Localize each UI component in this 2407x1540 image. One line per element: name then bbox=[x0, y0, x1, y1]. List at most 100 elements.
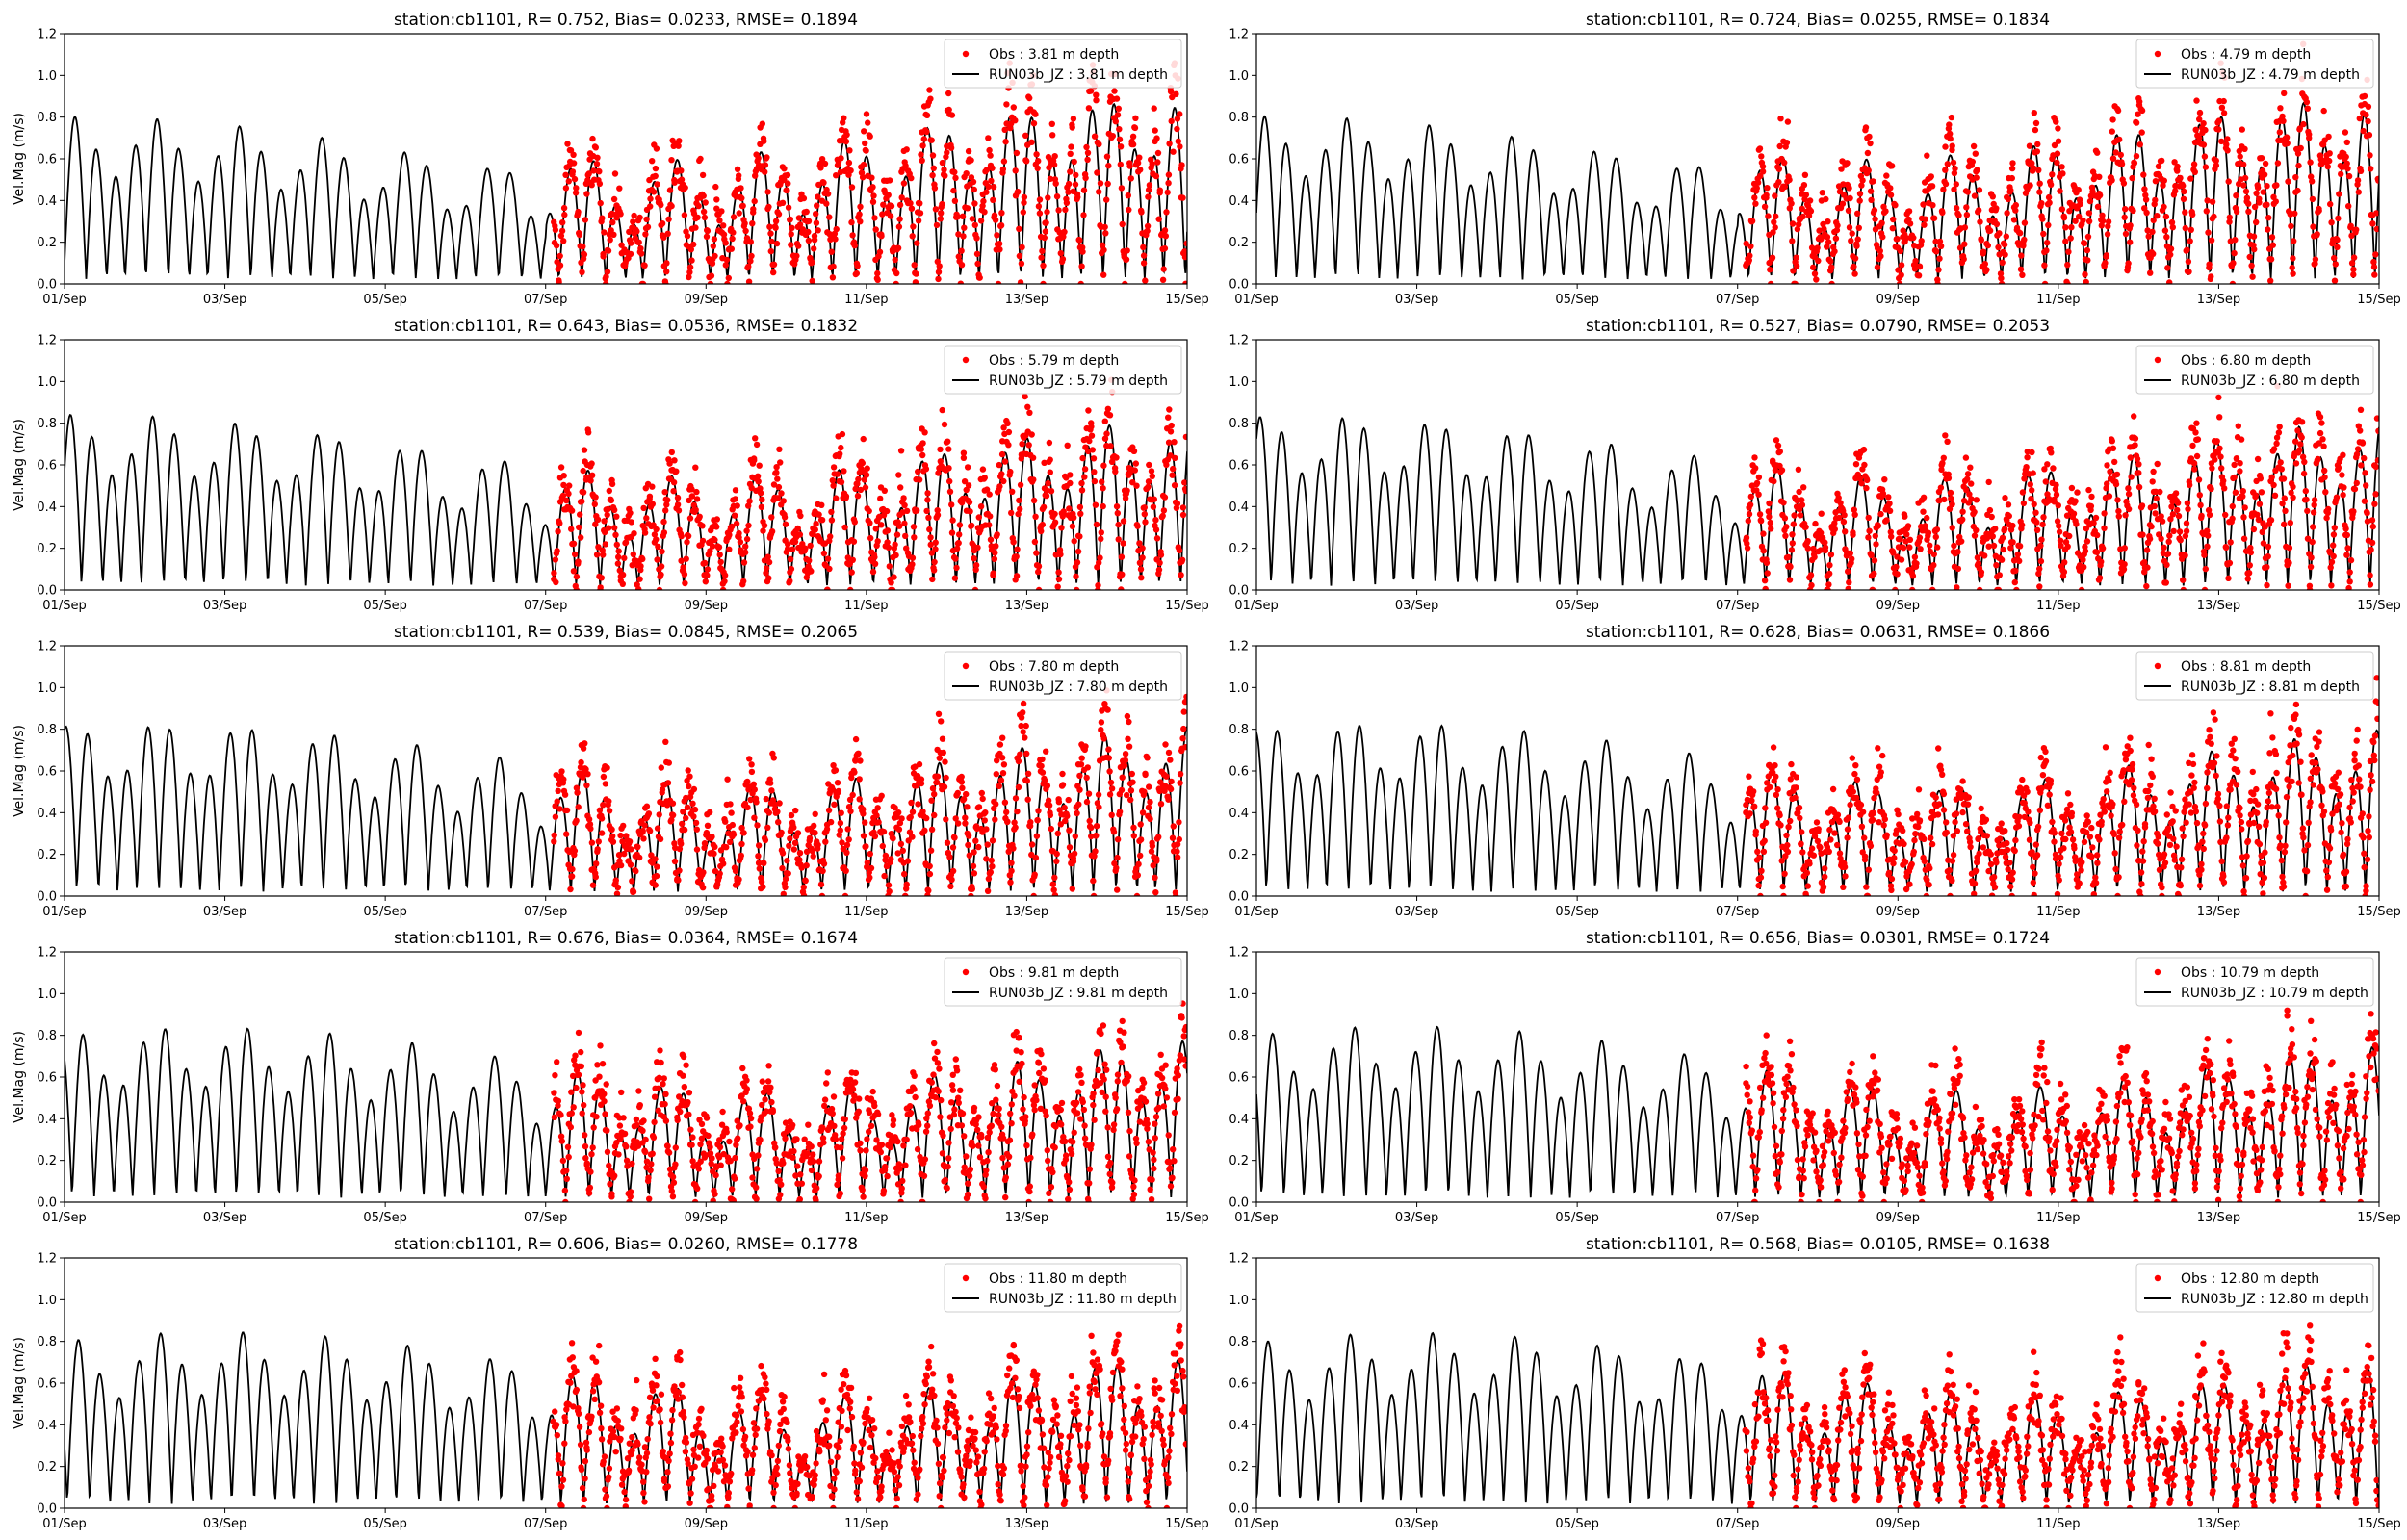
obs-point bbox=[2237, 460, 2243, 467]
obs-point bbox=[2322, 489, 2329, 496]
obs-point bbox=[629, 878, 635, 885]
obs-point bbox=[2167, 251, 2174, 258]
obs-point bbox=[2273, 182, 2280, 189]
obs-point bbox=[1051, 892, 1059, 896]
obs-point bbox=[773, 240, 781, 247]
obs-point bbox=[2135, 111, 2141, 117]
obs-point bbox=[745, 502, 752, 509]
obs-point bbox=[2168, 218, 2176, 226]
obs-point bbox=[593, 552, 601, 558]
obs-point bbox=[1180, 725, 1187, 732]
obs-point bbox=[1016, 497, 1022, 504]
obs-point bbox=[1984, 242, 1991, 249]
obs-point bbox=[2037, 557, 2045, 565]
obs-point bbox=[948, 112, 956, 118]
obs-point bbox=[2215, 394, 2222, 401]
obs-point bbox=[1018, 714, 1025, 721]
legend-obs-marker bbox=[962, 662, 970, 670]
obs-point bbox=[996, 783, 1003, 789]
obs-point bbox=[1954, 584, 1960, 590]
obs-point bbox=[700, 869, 707, 876]
obs-point bbox=[1845, 568, 1851, 575]
obs-point bbox=[895, 223, 903, 230]
obs-point bbox=[1973, 174, 1980, 181]
obs-point bbox=[600, 552, 607, 558]
obs-point bbox=[750, 206, 757, 213]
obs-point bbox=[612, 877, 619, 884]
obs-point bbox=[702, 199, 709, 206]
obs-point bbox=[1029, 454, 1037, 461]
obs-point bbox=[2362, 470, 2368, 476]
obs-point bbox=[772, 224, 779, 231]
obs-point bbox=[753, 441, 761, 449]
obs-point bbox=[2029, 160, 2035, 167]
obs-point bbox=[2331, 525, 2338, 531]
obs-point bbox=[1130, 448, 1138, 454]
obs-point bbox=[848, 184, 856, 191]
obs-point bbox=[1748, 797, 1755, 804]
obs-point bbox=[2300, 470, 2308, 477]
obs-point bbox=[1847, 194, 1853, 202]
obs-point bbox=[989, 837, 996, 844]
obs-point bbox=[619, 580, 626, 587]
x-tick-label: 01/Sep bbox=[1234, 599, 1278, 613]
obs-point bbox=[780, 498, 787, 504]
obs-point bbox=[2044, 240, 2051, 246]
obs-point bbox=[1117, 143, 1125, 150]
obs-point bbox=[774, 475, 781, 482]
obs-point bbox=[958, 262, 966, 269]
obs-point bbox=[601, 528, 608, 536]
obs-point bbox=[648, 852, 655, 859]
obs-point bbox=[676, 845, 684, 853]
obs-point bbox=[1771, 218, 1777, 225]
obs-point bbox=[560, 473, 567, 479]
obs-point bbox=[2280, 475, 2288, 482]
obs-point bbox=[589, 882, 597, 888]
obs-point bbox=[1171, 482, 1178, 489]
obs-point bbox=[1831, 526, 1839, 533]
obs-point bbox=[838, 809, 844, 816]
obs-point bbox=[1183, 693, 1187, 701]
obs-point bbox=[1013, 553, 1020, 560]
obs-point bbox=[888, 202, 895, 210]
obs-point bbox=[2133, 119, 2140, 126]
obs-point bbox=[896, 201, 904, 209]
obs-point bbox=[1775, 166, 1783, 172]
y-tick-label: 0.2 bbox=[1229, 542, 1249, 556]
obs-point bbox=[2253, 218, 2260, 226]
obs-point bbox=[831, 801, 838, 808]
obs-point bbox=[1808, 845, 1816, 852]
obs-point bbox=[2142, 196, 2150, 203]
x-tick-label: 05/Sep bbox=[363, 293, 406, 307]
obs-point bbox=[2169, 511, 2177, 518]
obs-point bbox=[716, 870, 723, 877]
obs-point bbox=[1102, 230, 1109, 237]
obs-point bbox=[1167, 785, 1175, 793]
obs-point bbox=[1768, 280, 1774, 284]
obs-point bbox=[2357, 406, 2365, 413]
obs-point bbox=[1920, 201, 1927, 208]
obs-point bbox=[762, 836, 769, 844]
obs-point bbox=[692, 819, 700, 827]
obs-point bbox=[559, 219, 566, 226]
obs-point bbox=[2029, 487, 2035, 494]
obs-point bbox=[2035, 167, 2042, 173]
obs-point bbox=[663, 269, 670, 275]
obs-point bbox=[2041, 262, 2048, 269]
obs-point bbox=[828, 248, 835, 255]
obs-point bbox=[699, 885, 707, 891]
obs-point bbox=[2367, 572, 2373, 578]
obs-point bbox=[768, 787, 775, 794]
obs-point bbox=[1840, 884, 1847, 890]
obs-point bbox=[1763, 192, 1770, 198]
x-tick-label: 11/Sep bbox=[2036, 293, 2080, 307]
obs-point bbox=[2281, 90, 2288, 97]
obs-point bbox=[895, 809, 902, 816]
obs-point bbox=[671, 457, 678, 464]
obs-point bbox=[1170, 148, 1177, 155]
obs-point bbox=[1806, 860, 1813, 867]
x-tick-label: 05/Sep bbox=[1555, 599, 1598, 613]
obs-point bbox=[1967, 464, 1974, 471]
obs-point bbox=[2262, 160, 2269, 167]
obs-point bbox=[799, 226, 807, 233]
